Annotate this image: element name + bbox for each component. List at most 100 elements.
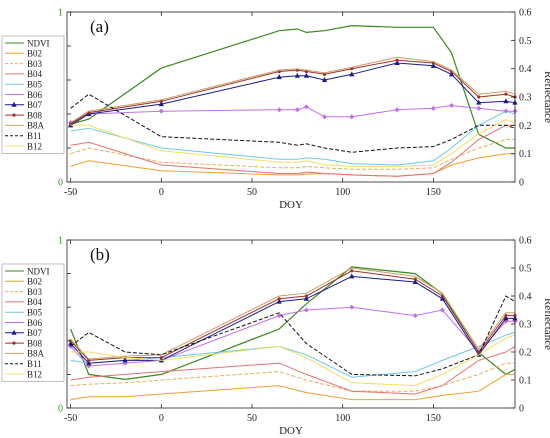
x-tick-label: 50 (247, 413, 257, 424)
legend-label: B07 (27, 328, 43, 338)
data-point-b07 (158, 101, 164, 107)
data-point-b06 (349, 114, 355, 120)
data-point-b07 (349, 273, 355, 279)
data-point-b07 (430, 62, 436, 68)
series-line-ndvi (70, 266, 516, 381)
x-tick-label: -50 (64, 413, 77, 424)
legend-label: B05 (27, 308, 43, 318)
x-tick-label: 0 (159, 413, 164, 424)
data-point-b07 (412, 279, 418, 284)
data-point-b06 (412, 313, 418, 319)
y-right-tick-label: 0.2 (519, 348, 532, 359)
series-line-b08 (70, 59, 516, 125)
data-point-b07 (439, 295, 446, 301)
series-line-b07 (70, 62, 516, 126)
legend-label: B04 (27, 297, 43, 307)
data-point-b07 (276, 298, 282, 304)
x-tick-label: 100 (335, 187, 350, 198)
data-point-b07 (68, 340, 74, 346)
y-right-tick-label: 0.6 (519, 236, 532, 247)
legend-label: B02 (27, 49, 42, 59)
y-right-tick-label: 0.1 (519, 376, 532, 387)
y-right-tick-label: 0.2 (519, 121, 532, 132)
legend-label: B8A (27, 349, 45, 359)
legend-label: B04 (27, 69, 43, 79)
legend-marker-b07 (11, 101, 17, 107)
legend-marker-b08 (12, 113, 16, 117)
legend-label: B03 (27, 287, 43, 297)
series-line-b07 (70, 275, 515, 364)
series-line-b04 (70, 124, 515, 177)
data-point-b08 (322, 72, 327, 76)
legend-label: B08 (27, 110, 43, 120)
x-tick-label: 150 (426, 187, 441, 198)
y-right-axis-label: Reflectance (542, 71, 550, 123)
legend-label: B06 (27, 318, 43, 328)
data-point-b07 (294, 72, 300, 78)
series-line-b11 (70, 93, 516, 153)
chart-panel-1: -5005010015000.20.40.60.8100.10.20.30.40… (1, 236, 550, 437)
legend-label: B11 (27, 359, 42, 369)
legend-label: B12 (27, 369, 42, 379)
y-right-tick-label: 0.4 (519, 64, 532, 75)
data-point-b06 (303, 307, 309, 313)
legend-label: B03 (27, 59, 43, 69)
data-point-b07 (321, 77, 328, 82)
series-line-b11 (70, 295, 516, 377)
y-right-tick-label: 0.3 (519, 93, 532, 104)
series-line-b06 (70, 306, 515, 367)
series-line-b02 (70, 373, 515, 401)
panel-label: (b) (90, 245, 110, 264)
data-point-b07 (503, 98, 509, 104)
data-point-b07 (303, 295, 310, 301)
data-point-b06 (430, 105, 436, 111)
legend-label: B07 (27, 100, 43, 110)
data-point-b08 (504, 92, 508, 96)
data-point-b08 (159, 99, 163, 103)
legend-label: NDVI (27, 266, 50, 276)
data-point-b08 (277, 297, 281, 301)
panel-label: (a) (90, 17, 109, 36)
data-point-b06 (276, 313, 282, 319)
data-point-b06 (394, 107, 400, 113)
legend-label: NDVI (27, 38, 50, 48)
y-right-tick-label: 0.1 (519, 149, 532, 160)
series-line-b05 (70, 110, 516, 166)
series-line-b8a (70, 267, 515, 360)
legend-label: B02 (27, 277, 42, 287)
data-point-b06 (476, 105, 482, 111)
data-point-b08 (69, 122, 73, 126)
data-point-b07 (349, 71, 355, 77)
data-point-b06 (303, 104, 309, 110)
data-point-b06 (158, 108, 164, 114)
data-point-b07 (503, 315, 509, 321)
data-point-b07 (122, 357, 128, 363)
data-point-b07 (476, 99, 482, 105)
y-right-tick-label: 0.3 (519, 320, 532, 331)
data-point-b08 (350, 269, 354, 273)
y-right-tick-label: 0 (519, 178, 524, 189)
legend-label: B12 (27, 141, 42, 151)
legend-label: B05 (27, 80, 43, 90)
series-line-b8a (70, 56, 516, 123)
series-line-b04 (70, 345, 516, 395)
data-point-b06 (503, 108, 509, 114)
data-point-b08 (504, 314, 508, 318)
data-point-b07 (303, 72, 310, 78)
legend-label: B06 (27, 90, 43, 100)
y-left-tick-label: 1 (58, 8, 63, 19)
data-point-b08 (477, 95, 481, 99)
x-tick-label: 0 (159, 187, 164, 198)
x-axis-label: DOY (279, 425, 303, 437)
data-point-b08 (304, 294, 309, 298)
legend-label: B8A (27, 121, 45, 131)
data-point-b08 (87, 358, 91, 362)
data-point-b06 (349, 304, 355, 310)
data-point-b06 (449, 103, 455, 108)
chart-panel-0: -5005010015000.20.40.60.8100.10.20.30.40… (1, 8, 550, 211)
x-tick-label: 150 (426, 413, 441, 424)
y-right-tick-label: 0.4 (519, 292, 532, 303)
